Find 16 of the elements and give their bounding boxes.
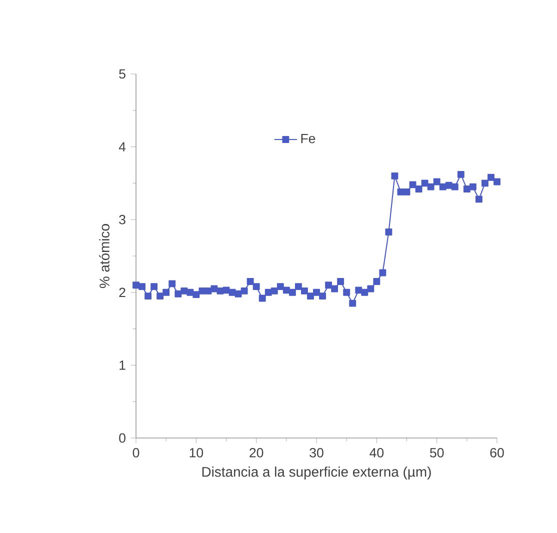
x-tick-label: 50 (430, 448, 444, 458)
y-axis-title: % atómico (99, 224, 110, 288)
x-tick-label: 60 (490, 448, 504, 458)
y-tick-label: 4 (118, 142, 126, 152)
x-axis-title: Distancia a la superficie externa (µm) (202, 466, 431, 480)
y-tick-label: 1 (120, 360, 126, 370)
y-tick-label: 3 (119, 214, 126, 224)
x-tick-label: 40 (370, 448, 384, 458)
x-tick-label: 30 (310, 448, 324, 458)
x-tick-label: 10 (190, 448, 204, 458)
x-tick-label: 20 (250, 448, 264, 458)
legend-label: Fe (301, 134, 316, 144)
x-tick-label: 0 (132, 448, 140, 458)
y-tick-label: 0 (119, 433, 126, 443)
y-tick-label: 2 (119, 288, 126, 298)
y-tick-label: 5 (119, 69, 126, 79)
